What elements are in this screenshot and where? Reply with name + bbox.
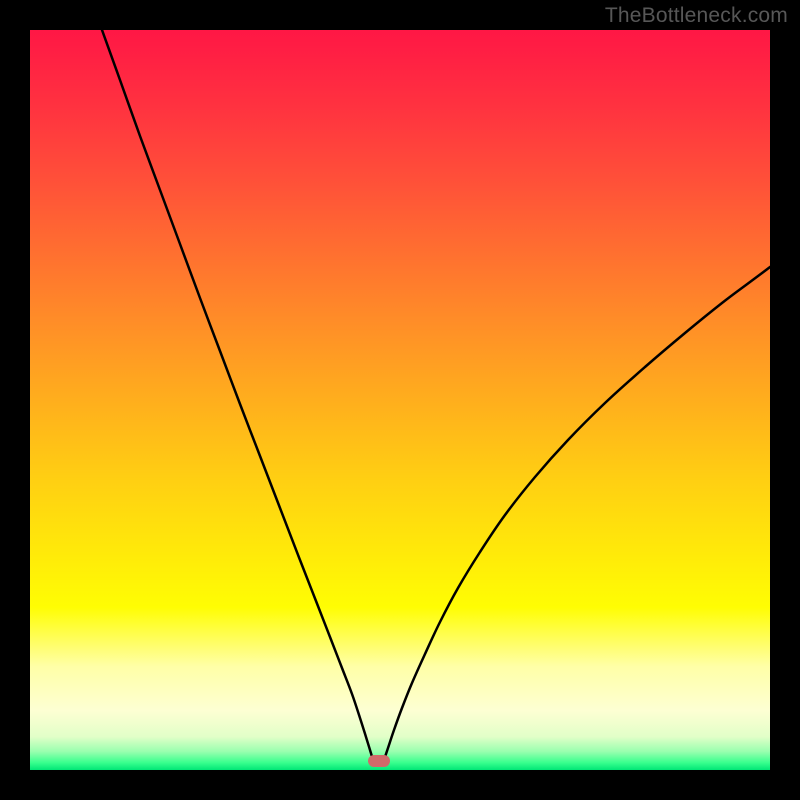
minimum-marker bbox=[368, 755, 390, 767]
watermark-text: TheBottleneck.com bbox=[605, 4, 788, 28]
chart-frame: TheBottleneck.com bbox=[0, 0, 800, 800]
plot-area bbox=[30, 30, 770, 770]
chart-svg bbox=[30, 30, 770, 770]
